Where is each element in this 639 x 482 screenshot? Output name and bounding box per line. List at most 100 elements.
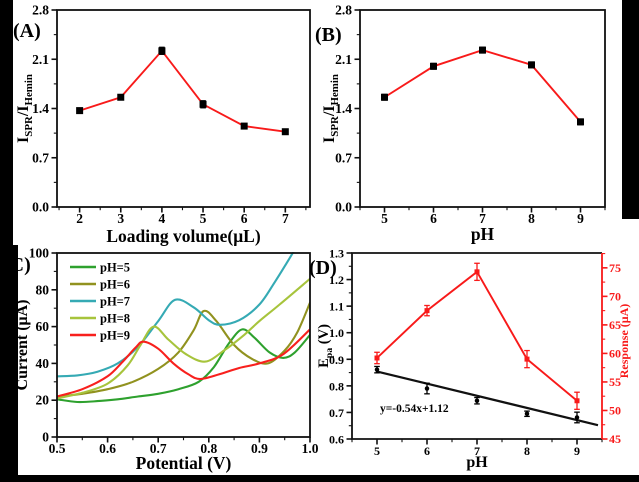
panel-d-plot-area <box>374 262 599 427</box>
y-axis-label: ISPR​/IHemin​ <box>321 74 341 143</box>
data-point-marker <box>577 118 584 126</box>
y-tick-label: 1.2 <box>329 273 344 287</box>
series-ispr-ihemin-ratio <box>381 46 584 126</box>
series-line-ispr-ihemin-ratio <box>79 49 286 133</box>
panel-a-frame <box>56 9 311 208</box>
legend-label: pH=9 <box>100 328 130 342</box>
y-tick-label: 0.9 <box>329 353 344 367</box>
x-tick-label: 8 <box>528 211 535 226</box>
scan-border-right <box>622 0 639 219</box>
series-ispr-ihemin-ratio <box>76 46 289 136</box>
y-tick-label: 2.8 <box>32 3 49 18</box>
x-tick-label: 7 <box>479 211 486 226</box>
right-y-tick-label: 60 <box>609 346 621 360</box>
x-tick-label: 0.7 <box>150 441 167 456</box>
data-point-marker <box>474 269 480 275</box>
panel-label-d: (D) <box>309 257 337 279</box>
data-point-marker <box>381 93 388 101</box>
right-y-tick-label: 75 <box>609 261 621 275</box>
data-point-marker <box>574 415 580 420</box>
y-tick-label: 0.0 <box>335 200 352 215</box>
scan-border-bottom <box>0 475 639 482</box>
y-tick-label: 0 <box>42 430 49 445</box>
x-tick-label: 6 <box>424 444 430 458</box>
x-tick-label: 7 <box>474 444 480 458</box>
legend-item-ph-7: pH=7 <box>70 294 130 308</box>
fit-line <box>375 370 599 427</box>
fit-equation-annotation: y=-0.54x+1.12 <box>380 403 449 415</box>
y-tick-label: 60 <box>36 319 50 334</box>
y-tick-label: 0.7 <box>329 406 344 420</box>
data-point-marker <box>117 93 125 101</box>
right-y-tick-label: 55 <box>609 375 621 389</box>
data-point-marker <box>479 46 486 54</box>
right-y-tick-label: 65 <box>609 318 621 332</box>
x-axis-label: pH <box>471 224 495 244</box>
y-axis-label: ISPR​/IHemin​ <box>15 74 35 143</box>
x-tick-label: 6 <box>241 211 248 226</box>
panel-c: 0.5 0.6 0.7 0.8 0.9 1.0 0 20 40 60 80 100 Potential … <box>3 246 319 474</box>
legend-item-ph-9: pH=9 <box>70 328 130 342</box>
series-line-ispr-ihemin-ratio <box>383 49 582 123</box>
y-tick-label: 0.8 <box>329 379 344 393</box>
panel-label-a: (A) <box>13 20 41 42</box>
data-point-marker <box>430 62 437 70</box>
x-tick-label: 0.9 <box>251 441 268 456</box>
y-tick-label: 1.0 <box>329 326 344 340</box>
series-line-ph-9 <box>57 328 310 398</box>
legend-item-ph-8: pH=8 <box>70 311 130 325</box>
y-tick-label: 80 <box>36 282 50 297</box>
x-axis-label: pH <box>466 454 488 471</box>
y-tick-label: 100 <box>29 246 50 261</box>
y-tick-label: 0.0 <box>32 200 49 215</box>
y-tick-label: 1.3 <box>329 247 344 261</box>
data-point-marker <box>574 398 580 404</box>
x-tick-label: 4 <box>159 211 166 226</box>
legend-item-ph-5: pH=5 <box>70 260 130 274</box>
x-tick-label: 0.5 <box>49 441 66 456</box>
x-tick-label: 3 <box>117 211 124 226</box>
series-response <box>374 262 580 410</box>
x-tick-label: 0.8 <box>200 441 217 456</box>
panel-d: 5 6 7 8 9 0.6 0.7 0.8 0.9 1.0 1.1 1.2 1.3 45 50 55 60 65 7… <box>309 247 631 472</box>
y-tick-label: 0.6 <box>329 433 344 447</box>
y-tick-label: 0.7 <box>32 150 49 165</box>
x-tick-label: 9 <box>574 444 580 458</box>
right-y-axis-label: Response (μA) <box>617 304 631 378</box>
legend-label: pH=6 <box>100 277 130 291</box>
series-line-ph-8 <box>57 277 310 400</box>
x-axis-label: Loading volume(μL) <box>106 226 260 246</box>
series-ph-9 <box>57 328 310 398</box>
data-point-marker <box>199 100 207 108</box>
y-tick-label: 20 <box>36 393 50 408</box>
legend-item-ph-6: pH=6 <box>70 277 130 291</box>
right-y-tick-label: 70 <box>609 289 621 303</box>
legend-label: pH=8 <box>100 311 130 325</box>
data-point-marker <box>524 356 530 362</box>
y-tick-label: 0.7 <box>335 150 352 165</box>
series-ph-5 <box>57 328 310 404</box>
x-axis-label: Potential (V) <box>136 453 232 473</box>
x-tick-label: 5 <box>374 444 380 458</box>
data-point-marker <box>281 128 289 136</box>
x-tick-label: 5 <box>200 211 207 226</box>
y-tick-label: 2.8 <box>335 3 352 18</box>
legend-label: pH=5 <box>100 260 130 274</box>
panel-label-b: (B) <box>315 24 342 46</box>
y-tick-label: 40 <box>36 356 50 371</box>
panel-c-plot-area <box>57 252 310 404</box>
x-tick-label: 6 <box>430 211 437 226</box>
x-tick-label: 9 <box>577 211 584 226</box>
y-tick-label: 2.1 <box>335 52 352 67</box>
series-line-ph-7 <box>57 252 295 378</box>
y-tick-label: 2.1 <box>32 52 49 67</box>
panel-a: 2 3 4 5 6 7 0.0 0.7 1.4 2.1 2.8 Loading volume(μL) I… <box>13 3 311 246</box>
y-axis-label: Epa​ (V) <box>316 324 335 368</box>
scan-border-left-bottom <box>0 245 18 482</box>
data-point-marker <box>524 411 530 417</box>
y-tick-label: 1.4 <box>32 101 49 116</box>
data-point-marker <box>240 122 248 130</box>
panel-b-plot-area <box>381 46 584 126</box>
data-point-marker <box>374 355 380 361</box>
